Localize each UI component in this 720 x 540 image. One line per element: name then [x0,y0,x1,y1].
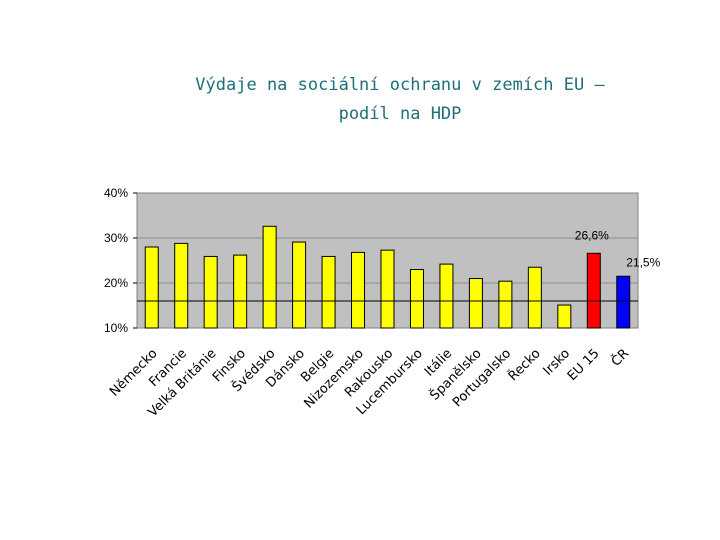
bar-13 [498,280,513,329]
y-tick-label: 20% [104,276,128,290]
bar-15 [557,304,572,329]
bar-1 [144,246,159,329]
data-label-17: 21,5% [626,255,660,269]
chart-title-line-1: Výdaje na sociální ochranu v zemích EU – [195,75,605,95]
x-tick-label: EU 15 [565,346,603,384]
bar-17 [616,275,631,329]
bar-2 [174,242,189,329]
y-tick-label: 40% [104,186,128,200]
bar-14 [527,266,542,329]
x-tick-label: Řecko [505,345,544,384]
bar-8 [351,251,366,329]
y-tick-label: 10% [104,321,128,335]
bar-10 [409,269,424,329]
bar-7 [321,255,336,329]
data-label-16: 26,6% [575,228,609,242]
x-tick-label: ČR [608,346,632,370]
bar-12 [468,278,483,329]
bar-11 [439,263,454,329]
y-tick-label: 30% [104,231,128,245]
bar-5 [262,225,277,329]
bar-9 [380,249,395,329]
chart-title-line-2: podíl na HDP [338,104,462,124]
bar-16 [586,252,601,329]
bar-6 [292,241,307,329]
bar-3 [203,255,218,329]
bar-4 [233,254,248,329]
